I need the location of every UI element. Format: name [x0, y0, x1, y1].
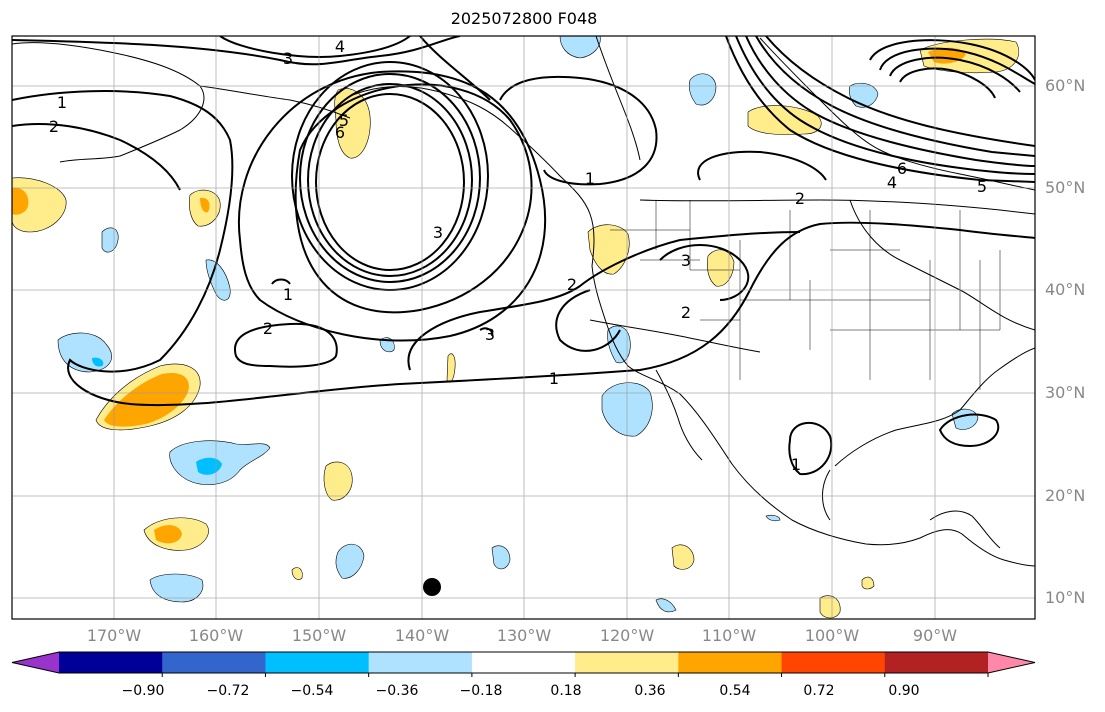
lat-label: 30°N: [1045, 383, 1086, 402]
state-borders: [610, 200, 1001, 390]
colorbar-segment: [265, 652, 370, 673]
lon-label: 160°W: [188, 626, 244, 645]
map-frame: [11, 35, 1036, 620]
colorbar-extend-min: [12, 652, 59, 673]
lon-label: 120°W: [599, 626, 655, 645]
contour-label: 1: [585, 169, 595, 188]
contour-label: 4: [335, 37, 345, 56]
contour-label: 4: [887, 173, 897, 192]
colorbar-outline: [11, 651, 1036, 674]
lon-label: 140°W: [394, 626, 450, 645]
lat-label: 50°N: [1045, 178, 1086, 197]
lon-label: 90°W: [912, 626, 958, 645]
contour-label: 6: [335, 123, 345, 142]
contour-label: 1: [283, 285, 293, 304]
colorbar-tick-label: −0.36: [375, 683, 419, 699]
contour-label: 5: [977, 177, 987, 196]
colorbar-segment: [368, 652, 473, 673]
colorbar-tick-label: −0.54: [290, 683, 334, 699]
colorbar: [11, 651, 1036, 677]
location-marker: [423, 578, 441, 596]
contour-label: 3: [433, 223, 443, 242]
colorbar-segment: [575, 652, 679, 673]
colorbar-tick-label: 0.72: [803, 683, 835, 699]
colorbar-tick-label: 0.90: [888, 683, 920, 699]
colorbar-extend-max: [988, 652, 1035, 673]
contour-label: 2: [795, 189, 805, 208]
contour-label: 5: [339, 111, 349, 130]
colorbar-segment: [678, 652, 783, 673]
lat-label: 20°N: [1045, 486, 1086, 505]
anomaly-fills: [12, 36, 1020, 619]
contour-label: 2: [567, 275, 577, 294]
contour-label: 2: [263, 319, 273, 338]
contour-label: 1: [791, 455, 801, 474]
contour-label: 6: [897, 159, 907, 178]
colorbar-tick-label: −0.18: [459, 683, 503, 699]
contour-label: 3: [485, 325, 495, 344]
colorbar-tick-label: −0.90: [121, 683, 165, 699]
colorbar-tick-label: 0.54: [719, 683, 751, 699]
lon-label: 150°W: [291, 626, 347, 645]
lat-label: 60°N: [1045, 76, 1086, 95]
lon-label: 110°W: [701, 626, 757, 645]
contour-label: 3: [681, 251, 691, 270]
colorbar-segment: [59, 652, 163, 673]
map-title: 2025072800 F048: [450, 9, 598, 28]
lat-label: 40°N: [1045, 280, 1086, 299]
contour-label: 2: [681, 303, 691, 322]
lat-label: 10°N: [1045, 588, 1086, 607]
contour-label: 1: [549, 369, 559, 388]
colorbar-tick-label: 0.18: [550, 683, 582, 699]
contour-label: 2: [49, 117, 59, 136]
colorbar-segment: [781, 652, 886, 673]
contour-label: 1: [57, 93, 67, 112]
contour-label: 3: [283, 49, 293, 68]
colorbar-tick-label: 0.36: [634, 683, 666, 699]
lon-label: 100°W: [804, 626, 860, 645]
colorbar-tick-label: −0.72: [206, 683, 250, 699]
colorbar-segment: [884, 652, 989, 673]
colorbar-segment: [471, 652, 576, 673]
lon-label: 170°W: [86, 626, 142, 645]
graticule: [12, 36, 1035, 619]
lon-label: 130°W: [496, 626, 552, 645]
colorbar-segment: [162, 652, 266, 673]
contour-labels: 1 2 3 4 5 6 1 2 3 2 1 2 3 4 5 6 2 1 3 1: [49, 37, 987, 474]
